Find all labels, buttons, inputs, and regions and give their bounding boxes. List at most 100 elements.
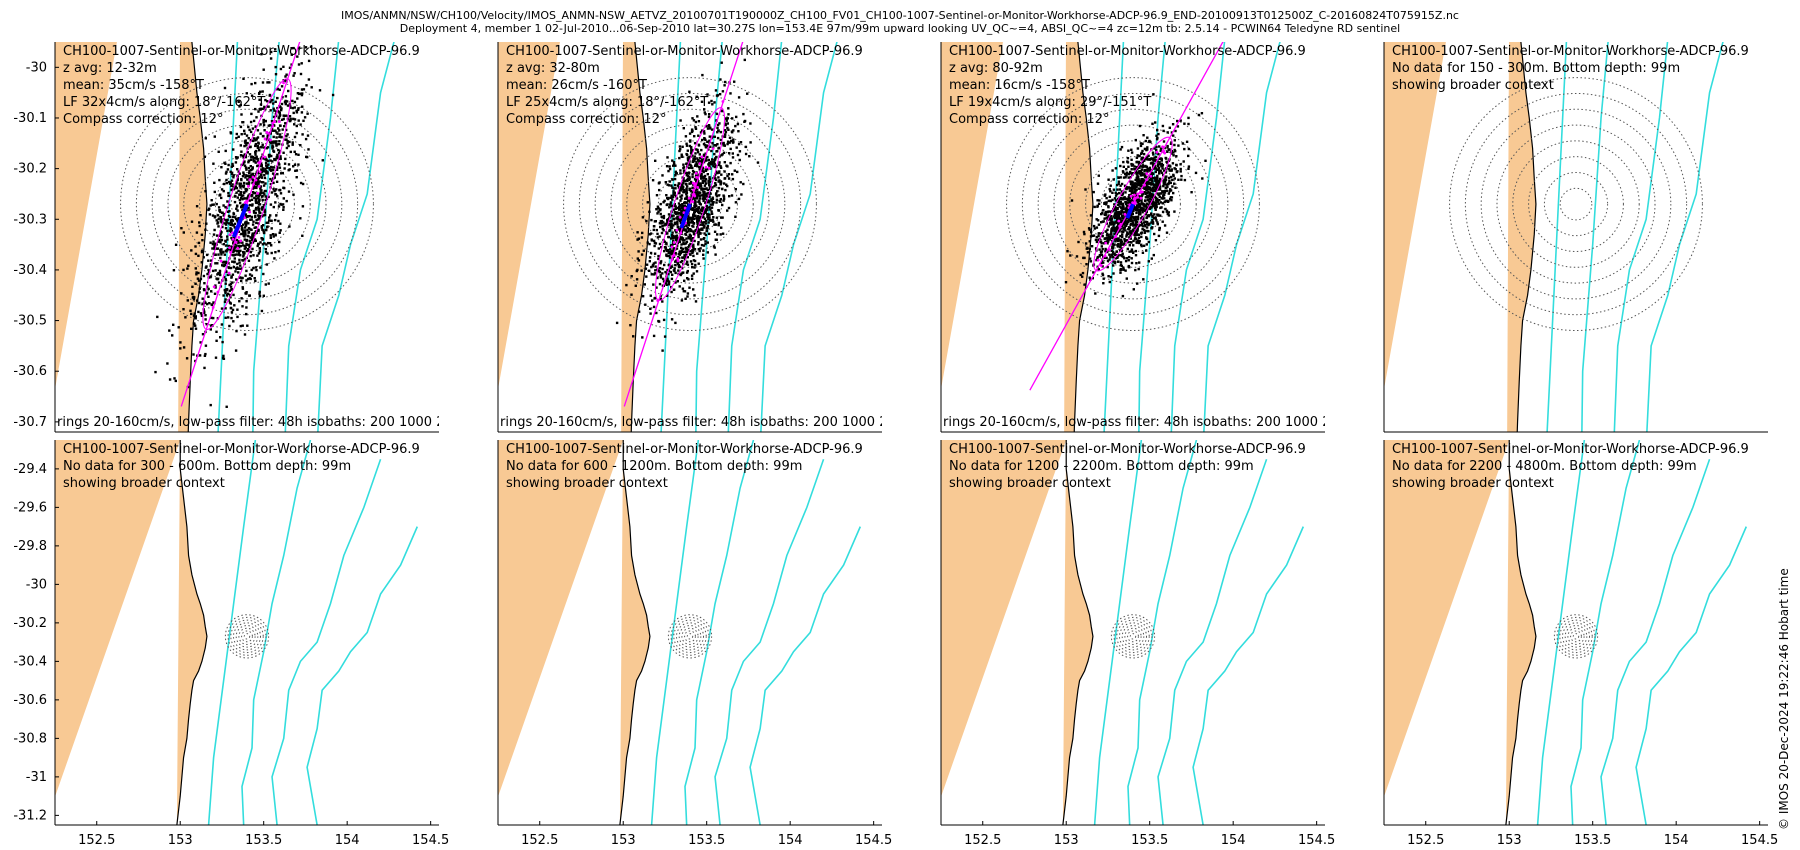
scatter-point — [680, 299, 684, 302]
scatter-point — [247, 231, 250, 234]
scatter-point — [735, 115, 738, 119]
scatter-point — [267, 282, 270, 285]
scatter-point — [672, 208, 676, 211]
scatter-point — [1090, 230, 1093, 234]
isobath-4000m — [1203, 42, 1281, 432]
scatter-point — [718, 163, 721, 166]
scatter-point — [1138, 208, 1141, 211]
panel-context-note: showing broader context — [1392, 78, 1554, 93]
panel-instrument-name: CH100-1007-Sentinel-or-Monitor-Workhorse… — [506, 442, 863, 457]
scatter-point — [697, 182, 700, 186]
scatter-point — [706, 155, 709, 159]
scatter-point — [1145, 203, 1148, 206]
scatter-point — [705, 159, 708, 162]
scatter-point — [702, 249, 705, 252]
scatter-point — [296, 55, 299, 58]
scatter-point — [716, 131, 719, 134]
scatter-point — [261, 90, 264, 93]
scatter-point — [1081, 275, 1084, 278]
scatter-point — [242, 163, 245, 166]
scatter-point — [645, 263, 649, 266]
scatter-point — [236, 308, 239, 311]
scatter-point — [1181, 142, 1185, 145]
variance-ellipse — [202, 78, 292, 330]
lowpass-point — [266, 131, 270, 135]
scatter-point — [254, 161, 257, 164]
scatter-point — [694, 127, 698, 130]
lowpass-point — [236, 246, 240, 250]
scatter-point — [702, 153, 706, 156]
scatter-point — [712, 160, 716, 164]
scatter-point — [707, 158, 710, 162]
scatter-point — [672, 247, 675, 250]
scatter-point — [1154, 178, 1158, 181]
scatter-point — [214, 269, 217, 272]
scatter-point — [673, 269, 676, 273]
scatter-point — [702, 212, 705, 216]
scatter-point — [1105, 203, 1108, 206]
scatter-point — [1185, 140, 1189, 143]
scatter-point — [248, 203, 252, 207]
scatter-point — [200, 233, 204, 236]
scatter-point — [1064, 281, 1068, 284]
scatter-point — [714, 183, 718, 187]
scatter-point — [717, 180, 720, 183]
scatter-point — [224, 227, 228, 230]
scatter-point — [684, 232, 687, 236]
lowpass-point — [694, 171, 698, 175]
scatter-point — [270, 244, 273, 247]
scatter-point — [217, 253, 220, 256]
scatter-point — [678, 240, 682, 243]
scatter-point — [245, 144, 248, 147]
scatter-point — [668, 165, 671, 168]
scatter-point — [666, 156, 669, 159]
scatter-point — [1162, 173, 1165, 177]
scatter-point — [702, 223, 705, 226]
lowpass-point — [1104, 241, 1108, 245]
scatter-point — [1144, 158, 1147, 161]
lowpass-point — [254, 178, 258, 182]
scatter-point — [1127, 208, 1130, 211]
lowpass-point — [1133, 193, 1136, 197]
lowpass-point — [679, 231, 683, 235]
scatter-point — [225, 288, 228, 292]
scatter-point — [686, 269, 689, 273]
mean-vector — [231, 203, 249, 238]
panel-mean-velocity: mean: 16cm/s -158°T — [949, 78, 1090, 93]
scatter-point — [295, 176, 298, 179]
scatter-point — [242, 253, 245, 256]
scatter-point — [234, 156, 238, 159]
scatter-point — [301, 92, 304, 95]
scatter-point — [1125, 233, 1129, 236]
scatter-point — [674, 187, 677, 190]
scatter-point — [293, 72, 296, 75]
scatter-point — [229, 131, 232, 134]
scatter-point — [1154, 199, 1158, 202]
scatter-point — [689, 190, 693, 193]
scatter-point — [685, 248, 689, 251]
scatter-point — [680, 197, 683, 200]
map-panel-4: CH100-1007-Sentinel-or-Monitor-Workhorse… — [1383, 42, 1768, 433]
scatter-point — [257, 242, 260, 246]
scatter-point — [661, 174, 664, 177]
isobath-200m — [660, 42, 682, 432]
scatter-point — [232, 188, 235, 191]
scatter-point — [1156, 160, 1159, 163]
scatter-point — [724, 130, 728, 134]
scatter-point — [674, 164, 677, 167]
scatter-point — [707, 218, 710, 221]
scatter-point — [1129, 199, 1132, 203]
scatter-point — [1137, 184, 1140, 187]
scatter-point — [275, 143, 278, 146]
scatter-point — [1143, 230, 1147, 233]
scatter-point — [663, 240, 666, 243]
scatter-point — [665, 165, 669, 168]
scatter-point — [1106, 250, 1109, 254]
speed-ring-20 — [1572, 633, 1580, 640]
scatter-point — [658, 222, 662, 225]
isobath-2000m — [284, 42, 340, 432]
scatter-point — [278, 135, 281, 139]
scatter-point — [667, 263, 670, 267]
scatter-point — [699, 182, 702, 185]
scatter-point — [224, 279, 228, 282]
